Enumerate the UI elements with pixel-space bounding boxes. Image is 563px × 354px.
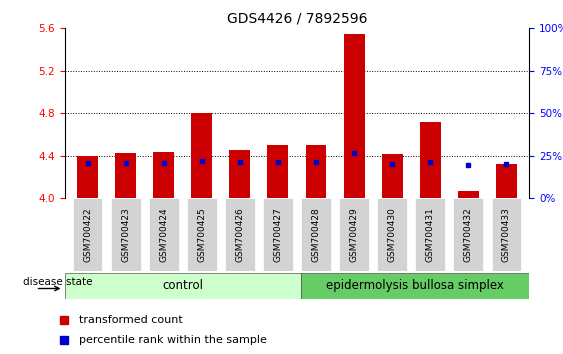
Text: GSM700430: GSM700430 — [388, 207, 397, 262]
Title: GDS4426 / 7892596: GDS4426 / 7892596 — [227, 12, 367, 26]
FancyBboxPatch shape — [149, 198, 178, 271]
FancyBboxPatch shape — [73, 198, 102, 271]
Text: GSM700432: GSM700432 — [464, 207, 473, 262]
Text: GSM700427: GSM700427 — [274, 207, 283, 262]
Text: GSM700425: GSM700425 — [197, 207, 206, 262]
FancyBboxPatch shape — [415, 198, 445, 271]
Text: GSM700424: GSM700424 — [159, 207, 168, 262]
Bar — [115, 153, 136, 198]
Text: GSM700428: GSM700428 — [311, 207, 320, 262]
Bar — [191, 113, 212, 198]
Text: GSM700422: GSM700422 — [83, 207, 92, 262]
Text: GSM700433: GSM700433 — [502, 207, 511, 262]
Text: transformed count: transformed count — [79, 315, 182, 325]
Bar — [496, 164, 517, 198]
Text: percentile rank within the sample: percentile rank within the sample — [79, 335, 267, 345]
FancyBboxPatch shape — [187, 198, 217, 271]
FancyBboxPatch shape — [339, 198, 369, 271]
FancyBboxPatch shape — [491, 198, 521, 271]
FancyBboxPatch shape — [301, 198, 331, 271]
FancyBboxPatch shape — [225, 198, 254, 271]
FancyBboxPatch shape — [111, 198, 141, 271]
Bar — [306, 145, 327, 198]
Text: disease state: disease state — [23, 277, 92, 287]
Bar — [458, 191, 479, 198]
FancyBboxPatch shape — [453, 198, 483, 271]
Bar — [229, 150, 251, 198]
FancyBboxPatch shape — [263, 198, 293, 271]
Bar — [153, 152, 174, 198]
FancyBboxPatch shape — [65, 273, 301, 299]
FancyBboxPatch shape — [301, 273, 529, 299]
Text: GSM700431: GSM700431 — [426, 207, 435, 262]
Text: GSM700426: GSM700426 — [235, 207, 244, 262]
Text: control: control — [162, 279, 203, 292]
Bar — [420, 122, 441, 198]
Text: epidermolysis bullosa simplex: epidermolysis bullosa simplex — [326, 279, 504, 292]
FancyBboxPatch shape — [377, 198, 407, 271]
Bar — [77, 156, 98, 198]
Bar — [267, 145, 288, 198]
Bar — [343, 34, 365, 198]
Text: GSM700429: GSM700429 — [350, 207, 359, 262]
Text: GSM700423: GSM700423 — [121, 207, 130, 262]
Bar — [382, 154, 403, 198]
